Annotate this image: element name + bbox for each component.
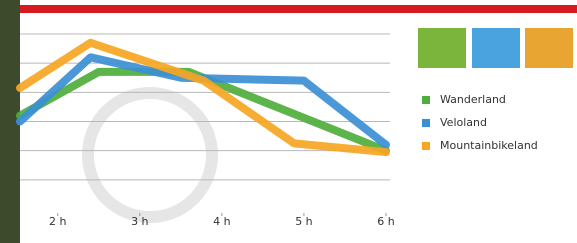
- x-tick-label: 5 h: [295, 215, 312, 228]
- page: {"chart_data": {"type": "line", "xlim": …: [0, 0, 577, 243]
- x-tick-label: 3 h: [131, 215, 148, 228]
- icon-mountainbike: [525, 28, 573, 68]
- clock-watermark: [88, 93, 212, 217]
- legend-label: Mountainbikeland: [440, 139, 538, 152]
- x-tick-label: 4 h: [213, 215, 230, 228]
- legend-swatch: [422, 96, 430, 104]
- category-icons: [418, 28, 573, 68]
- legend-label: Veloland: [440, 116, 487, 129]
- legend-swatch: [422, 119, 430, 127]
- top-bar: [20, 5, 577, 13]
- x-tick-label: 2 h: [49, 215, 66, 228]
- icon-cycling: [472, 28, 520, 68]
- x-tick-label: 6 h: [377, 215, 394, 228]
- icon-hiking: [418, 28, 466, 68]
- chart: 2 h 3 h 4 h 5 h 6 h Wanderland Veloland Mountai…: [0, 0, 577, 243]
- legend-label: Wanderland: [440, 93, 506, 106]
- legend-swatch: [422, 142, 430, 150]
